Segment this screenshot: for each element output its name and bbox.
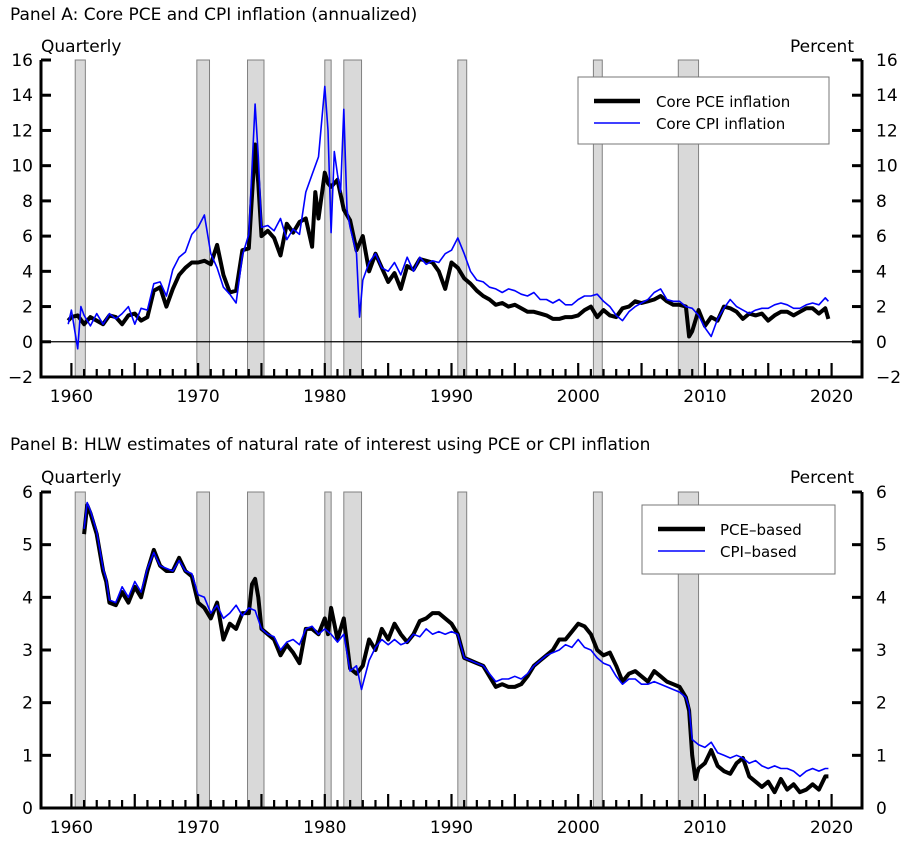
y-tick-labels-left: −2 0 2 4 6 8 10 12 14 16: [8, 51, 33, 388]
y-tick-label: −2: [876, 368, 901, 388]
series-line-cpi: [67, 85, 829, 350]
x-tick-label: 2010: [683, 818, 726, 838]
y-tick-label: 2: [876, 694, 887, 714]
y-tick-labels-right: −2 0 2 4 6 8 10 12 14 16: [876, 51, 901, 388]
series-line-pce: [66, 142, 831, 339]
y-tick-label: 0: [22, 333, 33, 353]
y-tick-label: 8: [22, 192, 33, 212]
y-tick-label: 14: [876, 86, 898, 106]
y-tick-label: 14: [11, 86, 33, 106]
x-tick-label: 1980: [303, 818, 346, 838]
y-tick-label: 0: [876, 333, 887, 353]
legend-label-pce: Core PCE inflation: [656, 93, 790, 111]
y-tick-label: 4: [22, 588, 33, 608]
y-tick-label: 10: [876, 157, 898, 177]
y-tick-label: 0: [876, 799, 887, 819]
legend: PCE–based CPI–based: [641, 504, 836, 575]
legend-label-cpi: CPI–based: [720, 543, 797, 561]
y-tick-labels-left: 0 1 2 3 4 5 6: [22, 483, 33, 819]
y-tick-label: 12: [11, 121, 33, 141]
legend: Core PCE inflation Core CPI inflation: [577, 76, 830, 145]
axes: [39, 58, 864, 379]
y-tick-label: 1: [22, 746, 33, 766]
series-line-pce: [82, 503, 829, 795]
y-tick-label: 4: [876, 588, 887, 608]
x-tick-labels: 1960 1970 1980 1990 2000 2010 2020: [50, 818, 853, 838]
x-tick-label: 1960: [50, 818, 93, 838]
y-tick-label: 0: [22, 799, 33, 819]
y-tick-label: 16: [11, 51, 33, 71]
recession-band: [247, 491, 265, 809]
panel-a-title: Panel A: Core PCE and CPI inflation (ann…: [10, 5, 417, 25]
x-tick-label: 2000: [557, 818, 600, 838]
y-tick-label: 2: [22, 298, 33, 318]
y-tick-label: 2: [876, 298, 887, 318]
y-tick-label: 6: [22, 227, 33, 247]
y-tick-labels-right: 0 1 2 3 4 5 6: [876, 483, 887, 819]
panel-a-left-label: Quarterly: [41, 37, 121, 57]
y-tick-label: 8: [876, 192, 887, 212]
legend-box: [641, 504, 836, 575]
y-tick-label: 12: [876, 121, 898, 141]
panel-b-right-label: Percent: [790, 468, 854, 488]
series-lines: [66, 85, 831, 350]
panel-b-left-label: Quarterly: [41, 468, 121, 488]
legend-label-pce: PCE–based: [720, 521, 802, 539]
axes: [39, 490, 864, 810]
x-tick-label: 2020: [810, 818, 853, 838]
recession-band: [457, 59, 468, 378]
y-tick-label: 4: [22, 262, 33, 282]
panel-b: Panel B: HLW estimates of natural rate o…: [10, 435, 887, 838]
series-lines: [82, 501, 829, 795]
legend-label-cpi: Core CPI inflation: [656, 115, 785, 133]
recession-band: [343, 59, 363, 378]
panel-a: Panel A: Core PCE and CPI inflation (ann…: [8, 5, 901, 407]
y-tick-label: 2: [22, 694, 33, 714]
y-tick-label: 1: [876, 746, 887, 766]
panel-b-title: Panel B: HLW estimates of natural rate o…: [10, 435, 650, 455]
panel-a-right-label: Percent: [790, 37, 854, 57]
y-tick-label: 6: [22, 483, 33, 503]
recession-bands: [74, 491, 700, 809]
x-tick-label: 2010: [683, 387, 726, 407]
recession-band: [74, 491, 86, 809]
x-tick-label: 2000: [557, 387, 600, 407]
series-line-cpi: [83, 501, 829, 778]
y-tick-label: 5: [876, 536, 887, 556]
y-tick-label: 3: [22, 641, 33, 661]
x-tick-label: 2020: [810, 387, 853, 407]
x-tick-label: 1990: [430, 387, 473, 407]
x-tick-labels: 1960 1970 1980 1990 2000 2010 2020: [50, 387, 853, 407]
y-tick-label: 3: [876, 641, 887, 661]
x-tick-label: 1970: [176, 387, 219, 407]
y-tick-label: 16: [876, 51, 898, 71]
recession-band: [74, 59, 86, 378]
x-tick-label: 1990: [430, 818, 473, 838]
x-tick-label: 1960: [50, 387, 93, 407]
recession-band: [196, 491, 211, 809]
y-tick-label: 6: [876, 483, 887, 503]
legend-box: [577, 76, 830, 145]
x-tick-label: 1980: [303, 387, 346, 407]
y-tick-label: 4: [876, 262, 887, 282]
y-tick-label: 5: [22, 536, 33, 556]
y-tick-label: 10: [11, 157, 33, 177]
x-tick-label: 1970: [176, 818, 219, 838]
y-tick-label: −2: [8, 368, 33, 388]
recession-band: [324, 491, 332, 809]
y-tick-label: 6: [876, 227, 887, 247]
